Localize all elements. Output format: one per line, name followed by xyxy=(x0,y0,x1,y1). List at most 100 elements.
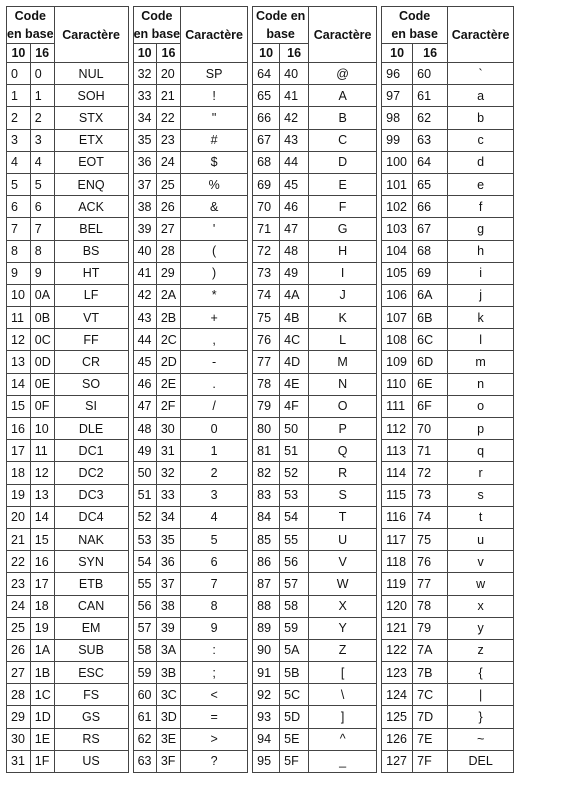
hex-code-cell: 0E xyxy=(29,372,55,396)
decimal-code-cell: 16 xyxy=(6,416,31,441)
decimal-code-cell: 17 xyxy=(6,439,31,463)
table-row: 11 0B VT xyxy=(6,306,129,330)
character-cell: V xyxy=(308,550,378,574)
decimal-code-cell: 116 xyxy=(381,505,414,529)
decimal-code-cell: 84 xyxy=(252,505,281,529)
hex-code-cell: 1D xyxy=(29,705,55,729)
hex-code-cell: 54 xyxy=(279,505,310,529)
decimal-code-cell: 18 xyxy=(6,461,31,485)
hex-code-cell: 44 xyxy=(279,150,310,174)
character-cell: 3 xyxy=(180,483,249,507)
character-cell: FF xyxy=(53,328,129,352)
hex-code-cell: 6 xyxy=(29,195,55,219)
table-row: 103 67 g xyxy=(381,217,515,241)
character-cell: S xyxy=(308,483,378,507)
decimal-code-cell: 50 xyxy=(132,461,157,485)
character-cell: Q xyxy=(308,439,378,463)
hex-code-cell: 37 xyxy=(155,572,182,596)
character-cell: ENQ xyxy=(53,172,129,197)
hex-code-cell: 39 xyxy=(155,616,182,640)
decimal-code-cell: 51 xyxy=(132,483,157,507)
character-cell: ] xyxy=(308,705,378,729)
decimal-code-cell: 89 xyxy=(252,616,281,640)
character-cell: E xyxy=(308,172,378,197)
character-cell: p xyxy=(447,416,515,441)
character-cell: ETB xyxy=(53,572,129,596)
hex-code-cell: 79 xyxy=(412,616,449,640)
table-row: 48 30 0 xyxy=(132,416,249,441)
character-cell: - xyxy=(180,350,249,374)
decimal-code-cell: 100 xyxy=(381,150,414,174)
table-row: 100 64 d xyxy=(381,150,515,174)
hex-code-cell: 11 xyxy=(29,439,55,463)
base16-header: 16 xyxy=(412,43,449,63)
table-row: 32 20 SP xyxy=(132,61,249,86)
hex-code-cell: 51 xyxy=(279,439,310,463)
table-row: 126 7E ~ xyxy=(381,727,515,751)
hex-code-cell: 5 xyxy=(29,172,55,197)
decimal-code-cell: 57 xyxy=(132,616,157,640)
table-row: 125 7D} xyxy=(381,705,515,729)
table-row: 20 14 DC4 xyxy=(6,505,129,529)
character-cell: r xyxy=(447,461,515,485)
decimal-code-cell: 72 xyxy=(252,239,281,263)
hex-code-cell: 4A xyxy=(279,283,310,308)
character-cell: I xyxy=(308,261,378,285)
hex-code-cell: 45 xyxy=(279,172,310,197)
character-cell: ^ xyxy=(308,727,378,751)
decimal-code-cell: 98 xyxy=(381,106,414,130)
character-cell: O xyxy=(308,394,378,419)
character-cell: CR xyxy=(53,350,129,374)
character-cell: & xyxy=(180,195,249,219)
hex-code-cell: 23 xyxy=(155,128,182,152)
character-cell: FS xyxy=(53,683,129,707)
table-row: 57 39 9 xyxy=(132,616,249,640)
character-cell: SYN xyxy=(53,550,129,574)
table-row: 120 78 x xyxy=(381,594,515,618)
character-cell: ESC xyxy=(53,661,129,685)
ascii-block-4: Code en base Caractère 10 16 96 60 ` 97 61 a 9… xyxy=(381,6,515,774)
hex-code-cell: 30 xyxy=(155,416,182,441)
table-row: 62 3E > xyxy=(132,727,249,751)
character-cell: G xyxy=(308,217,378,241)
character-cell: 5 xyxy=(180,527,249,552)
table-row: 21 15 NAK xyxy=(6,527,129,552)
decimal-code-cell: 10 xyxy=(6,283,31,308)
hex-code-cell: 7 xyxy=(29,217,55,241)
character-cell: ` xyxy=(447,61,515,86)
hex-code-cell: 78 xyxy=(412,594,449,618)
decimal-code-cell: 54 xyxy=(132,550,157,574)
table-row: 72 48 H xyxy=(252,239,378,263)
decimal-code-cell: 88 xyxy=(252,594,281,618)
hex-code-cell: 21 xyxy=(155,84,182,108)
hex-code-cell: 63 xyxy=(412,128,449,152)
decimal-code-cell: 29 xyxy=(6,705,31,729)
table-row: 76 4C L xyxy=(252,328,378,352)
decimal-code-cell: 31 xyxy=(6,749,31,774)
decimal-code-cell: 21 xyxy=(6,527,31,552)
table-row: 73 49 I xyxy=(252,261,378,285)
table-row: 115 73 s xyxy=(381,483,515,507)
table-row: 124 7C | xyxy=(381,683,515,707)
table-row: 90 5A Z xyxy=(252,638,378,663)
base10-header: 10 xyxy=(132,43,157,63)
decimal-code-cell: 37 xyxy=(132,172,157,197)
decimal-code-cell: 30 xyxy=(6,727,31,751)
character-cell: Y xyxy=(308,616,378,640)
character-cell: CAN xyxy=(53,594,129,618)
decimal-code-cell: 11 xyxy=(6,306,31,330)
hex-code-cell: 72 xyxy=(412,461,449,485)
decimal-code-cell: 8 xyxy=(6,239,31,263)
decimal-code-cell: 24 xyxy=(6,594,31,618)
table-row: 12 0C FF xyxy=(6,328,129,352)
table-row: 7 7 BEL xyxy=(6,217,129,241)
hex-code-cell: 53 xyxy=(279,483,310,507)
table-row: 87 57 W xyxy=(252,572,378,596)
decimal-code-cell: 121 xyxy=(381,616,414,640)
table-row: 39 27 ' xyxy=(132,217,249,241)
decimal-code-cell: 93 xyxy=(252,705,281,729)
decimal-code-cell: 75 xyxy=(252,306,281,330)
table-row: 99 63 c xyxy=(381,128,515,152)
character-cell: EM xyxy=(53,616,129,640)
table-row: 111 6F o xyxy=(381,394,515,419)
